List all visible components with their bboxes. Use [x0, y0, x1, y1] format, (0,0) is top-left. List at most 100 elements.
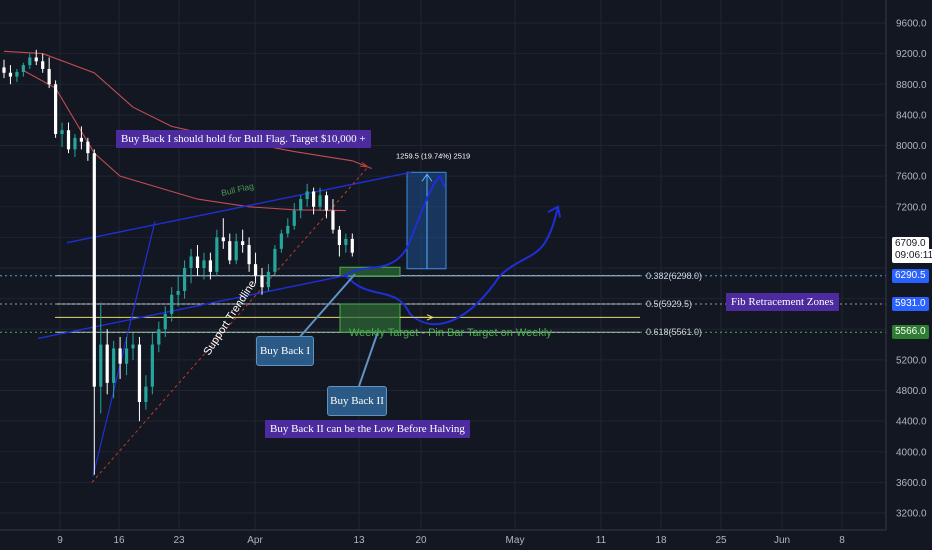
candle-body: [260, 275, 264, 288]
y-tick-label: 3200.0: [896, 509, 927, 520]
projection-arrow-long: [345, 205, 559, 326]
y-tick-label: 8400.0: [896, 110, 927, 121]
x-tick-label: 20: [415, 535, 427, 546]
candle-body: [195, 256, 200, 268]
candle-body: [131, 344, 135, 349]
candle-body: [21, 65, 25, 72]
support-trendline: [91, 166, 369, 483]
candle-body: [99, 344, 103, 387]
candle-body: [241, 241, 245, 246]
rally-trendline: [92, 221, 156, 477]
buy-back-1-callout[interactable]: Buy Back I: [256, 336, 314, 366]
candle: [344, 233, 348, 253]
price-tag: 6290.5: [892, 269, 929, 284]
candle-body: [208, 260, 212, 272]
candle-body: [202, 260, 206, 268]
candle-body: [176, 290, 180, 295]
candle-body: [266, 271, 271, 288]
candle: [286, 218, 290, 238]
bull-flag-lower-trendline: [37, 274, 346, 340]
candle-body: [2, 67, 6, 73]
candle: [260, 268, 264, 295]
candle: [247, 237, 251, 272]
candle-body: [144, 386, 148, 402]
candle: [86, 137, 90, 161]
candle: [183, 260, 187, 299]
candle-body: [47, 68, 51, 85]
candle-body: [66, 130, 71, 150]
candle: [92, 149, 96, 475]
measure-label: 1259.5 (19.74%) 2519: [396, 151, 470, 160]
candle: [292, 202, 296, 230]
y-tick-label: 3600.0: [896, 478, 927, 489]
x-tick-label: 23: [173, 535, 185, 546]
x-tick-label: 25: [715, 535, 727, 546]
projection-arrow-up-head: [431, 174, 446, 189]
buy-back-2-callout[interactable]: Buy Back II: [327, 386, 387, 416]
candle: [208, 252, 212, 280]
candle: [202, 252, 206, 280]
candle: [41, 53, 45, 73]
candle: [299, 195, 303, 219]
candle-body: [273, 248, 277, 272]
candle: [99, 302, 103, 414]
x-tick-label: 9: [57, 535, 63, 546]
candle: [112, 340, 116, 399]
fib-label: 0.5(5929.5): [646, 299, 692, 309]
candle: [8, 65, 13, 85]
candle: [221, 218, 225, 249]
fib-label: 0.618(5561.0): [646, 327, 702, 337]
candle: [21, 62, 25, 77]
candle: [305, 183, 309, 207]
x-tick-label: 13: [353, 535, 365, 546]
price-tag: 5566.0: [892, 324, 929, 339]
candle: [47, 57, 51, 89]
candle: [350, 233, 354, 257]
candle-body: [41, 61, 45, 69]
candle-body: [337, 229, 341, 246]
y-tick-label: 7600.0: [896, 172, 927, 183]
candle-body: [112, 348, 116, 383]
x-tick-label: 16: [113, 535, 125, 546]
zones: [0, 171, 886, 333]
x-tick-label: May: [506, 535, 525, 546]
buy-back-low-note[interactable]: Buy Back II can be the Low Before Halvin…: [265, 420, 470, 438]
moving-average-line: [3, 50, 372, 170]
y-tick-label: 4800.0: [896, 386, 927, 397]
bull-flag-note[interactable]: Buy Back I should hold for Bull Flag. Ta…: [116, 130, 371, 148]
candles: [2, 49, 354, 475]
support-trendline-arrowhead: [359, 161, 370, 168]
candle-body: [292, 210, 296, 226]
projection-arrow-up: [344, 175, 441, 278]
weekly-target-label: Weekly Target - Pin Bar Target on Weekly: [349, 327, 552, 339]
y-tick-label: 8800.0: [896, 80, 927, 91]
candle: [195, 245, 200, 276]
candle-body: [299, 199, 303, 211]
candle: [2, 59, 6, 79]
candle: [324, 191, 329, 219]
x-tick-label: Apr: [247, 535, 263, 546]
projection-arrow-long-head: [547, 205, 561, 218]
candle-body: [137, 344, 142, 402]
fib-label: 0.382(6298.0): [646, 271, 702, 281]
candle: [28, 53, 32, 69]
candle: [234, 233, 238, 265]
support-trendline-label: Support Trendline: [201, 278, 258, 357]
candle: [163, 306, 167, 337]
candle-body: [183, 268, 187, 291]
candle: [215, 229, 219, 276]
candle-body: [234, 241, 238, 261]
candle-body: [189, 256, 193, 268]
candle: [34, 49, 38, 66]
candle-body: [28, 57, 32, 66]
candle: [273, 245, 277, 276]
candle: [144, 375, 148, 410]
candle-body: [54, 84, 58, 135]
moving-averages: [3, 50, 372, 212]
fib-zones-note[interactable]: Fib Retracement Zones: [726, 293, 839, 311]
candle-body: [331, 210, 335, 230]
candle-body: [124, 348, 129, 364]
candle: [118, 336, 122, 380]
